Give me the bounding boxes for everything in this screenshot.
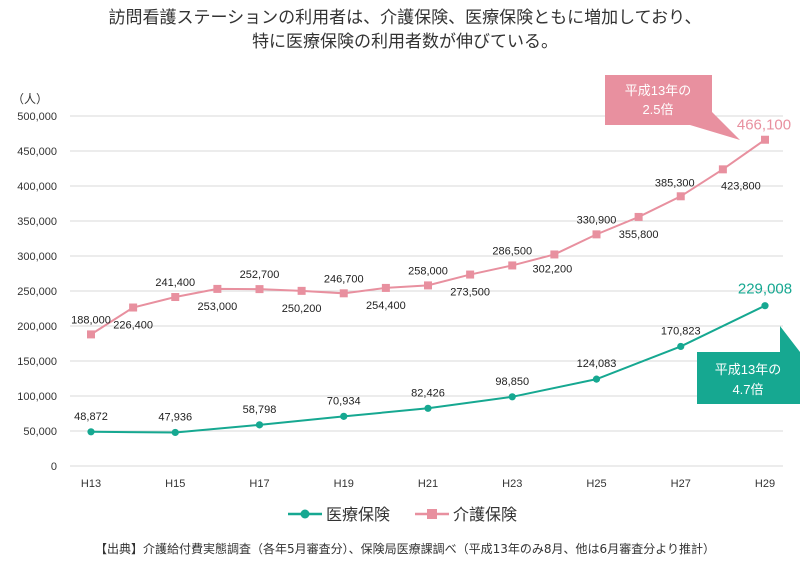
y-tick-label: 250,000	[17, 286, 57, 298]
data-label: 254,400	[366, 300, 406, 312]
data-label: 250,200	[282, 303, 322, 315]
data-point	[87, 330, 95, 339]
data-label: 124,083	[577, 358, 617, 370]
data-point	[761, 302, 769, 310]
data-point	[255, 285, 264, 294]
data-label: 82,426	[411, 387, 445, 399]
x-tick-label: H15	[165, 478, 185, 490]
x-tick-label: H27	[671, 478, 691, 490]
data-label: 241,400	[155, 277, 195, 289]
data-label: 98,850	[495, 376, 529, 388]
data-label: 466,100	[737, 117, 791, 134]
x-tick-label: H17	[249, 478, 269, 490]
chart-title-line2: 特に医療保険の利用者数が伸びている。	[252, 32, 558, 52]
data-label: 253,000	[197, 301, 237, 313]
data-label: 246,700	[324, 273, 364, 285]
y-tick-label: 400,000	[17, 181, 57, 193]
data-label: 70,934	[327, 395, 361, 407]
data-point	[508, 261, 517, 270]
annotation-text: 平成13年の	[625, 83, 691, 98]
data-point	[213, 284, 222, 293]
annotation-text: 4.7倍	[732, 382, 763, 397]
data-label: 226,400	[113, 320, 153, 332]
annotation-callout-care	[605, 75, 740, 140]
data-point	[634, 212, 643, 221]
annotation-callout-medical	[697, 326, 800, 404]
data-point	[592, 230, 601, 239]
data-point	[255, 421, 264, 429]
data-point	[676, 192, 685, 201]
data-label: 229,008	[738, 281, 792, 298]
data-label: 385,300	[655, 177, 695, 189]
source-note: 【出典】介護給付費実態調査（各年5月審査分）、保険局医療課調べ（平成13年のみ8…	[95, 542, 715, 556]
legend-marker	[427, 509, 437, 519]
annotation-text: 2.5倍	[642, 102, 673, 117]
legend-marker	[300, 509, 310, 519]
data-point	[171, 293, 180, 302]
x-tick-label: H29	[755, 478, 775, 490]
data-point	[87, 428, 95, 436]
chart-title-line1: 訪問看護ステーションの利用者は、介護保険、医療保険ともに増加しており、	[108, 8, 702, 28]
data-point	[761, 135, 769, 144]
x-tick-label: H13	[81, 478, 101, 490]
data-label: 286,500	[492, 245, 532, 257]
data-point	[677, 342, 685, 351]
data-point	[129, 303, 138, 312]
data-label: 170,823	[661, 325, 701, 337]
y-axis-label: （人）	[12, 92, 48, 106]
data-label: 330,900	[577, 214, 617, 226]
y-tick-label: 100,000	[17, 391, 57, 403]
data-point	[424, 281, 432, 290]
data-label: 355,800	[619, 229, 659, 241]
x-tick-label: H21	[418, 478, 438, 490]
data-point	[550, 250, 559, 259]
data-point	[718, 165, 727, 174]
data-point	[340, 412, 348, 420]
data-point	[381, 283, 390, 292]
data-point	[297, 286, 306, 295]
data-label: 273,500	[450, 287, 490, 299]
data-point	[424, 404, 432, 412]
y-tick-label: 300,000	[17, 251, 57, 263]
data-label: 188,000	[71, 314, 111, 326]
data-label: 423,800	[721, 180, 761, 192]
y-tick-label: 50,000	[23, 426, 57, 438]
data-label: 252,700	[240, 269, 280, 281]
data-label: 58,798	[243, 404, 277, 416]
data-label: 47,936	[158, 411, 192, 423]
legend-label: 介護保険	[453, 506, 517, 524]
legend-label: 医療保険	[326, 506, 390, 524]
x-tick-label: H19	[334, 478, 354, 490]
y-tick-label: 0	[51, 461, 57, 473]
y-tick-label: 500,000	[17, 111, 57, 123]
y-tick-label: 450,000	[17, 146, 57, 158]
data-label: 302,200	[532, 263, 572, 275]
x-tick-label: H23	[502, 478, 522, 490]
chart-title: 訪問看護ステーションの利用者は、介護保険、医療保険ともに増加しており、 特に医療…	[0, 6, 810, 54]
data-label: 258,000	[408, 265, 448, 277]
y-tick-label: 200,000	[17, 321, 57, 333]
y-tick-label: 350,000	[17, 216, 57, 228]
x-tick-label: H25	[586, 478, 606, 490]
annotation-text: 平成13年の	[715, 362, 781, 377]
data-label: 48,872	[74, 411, 108, 423]
data-point	[466, 270, 475, 279]
data-point	[592, 375, 601, 383]
data-point	[339, 289, 348, 298]
data-point	[171, 428, 179, 437]
y-tick-label: 150,000	[17, 356, 57, 368]
data-point	[508, 393, 516, 401]
series-line	[90, 138, 766, 336]
